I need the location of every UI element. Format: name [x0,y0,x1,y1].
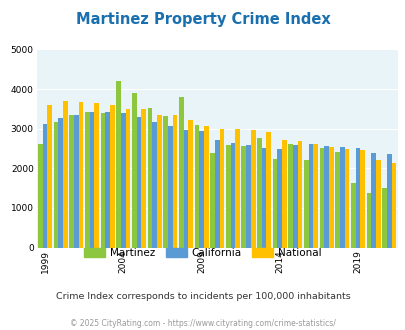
Bar [272,159,277,248]
Bar [38,144,43,248]
Bar [371,153,375,248]
Bar [277,148,281,248]
Bar [241,146,245,248]
Bar [163,116,168,248]
Bar [194,125,199,248]
Bar [172,115,177,248]
Bar [152,122,157,248]
Legend: Martinez, California, National: Martinez, California, National [80,244,325,262]
Bar [234,129,239,248]
Bar [324,146,328,248]
Bar [203,126,208,248]
Bar [391,163,395,248]
Bar [344,149,349,248]
Bar [375,160,380,248]
Bar [214,140,219,248]
Bar [79,102,83,248]
Text: Crime Index corresponds to incidents per 100,000 inhabitants: Crime Index corresponds to incidents per… [55,292,350,301]
Bar [210,153,214,248]
Bar [116,81,121,248]
Bar [230,143,234,248]
Bar [157,115,161,248]
Text: Martinez Property Crime Index: Martinez Property Crime Index [75,12,330,26]
Bar [85,112,90,248]
Bar [381,188,386,248]
Bar [308,144,313,248]
Bar [69,115,74,248]
Bar [47,105,52,248]
Bar [126,109,130,248]
Bar [339,147,344,248]
Bar [261,148,266,248]
Bar [297,141,302,248]
Bar [288,144,292,248]
Bar [199,131,203,248]
Bar [147,108,152,248]
Bar [121,113,126,248]
Bar [266,132,271,248]
Bar [141,109,146,248]
Bar [335,152,339,248]
Bar [219,129,224,248]
Bar [110,105,115,248]
Text: © 2025 CityRating.com - https://www.cityrating.com/crime-statistics/: © 2025 CityRating.com - https://www.city… [70,319,335,328]
Bar [43,124,47,248]
Bar [188,120,192,248]
Bar [183,130,188,248]
Bar [292,145,297,248]
Bar [281,140,286,248]
Bar [74,115,79,248]
Bar [313,144,318,248]
Bar [360,150,364,248]
Bar [303,160,308,248]
Bar [245,145,250,248]
Bar [350,183,355,248]
Bar [136,117,141,248]
Bar [225,145,230,248]
Bar [386,154,391,248]
Bar [319,148,324,248]
Bar [100,113,105,248]
Bar [179,97,183,248]
Bar [58,118,63,248]
Bar [105,112,110,248]
Bar [94,103,99,248]
Bar [250,130,255,248]
Bar [256,138,261,248]
Bar [168,126,172,248]
Bar [63,101,68,248]
Bar [90,112,94,248]
Bar [132,93,136,248]
Bar [328,147,333,248]
Bar [366,193,371,248]
Bar [53,122,58,248]
Bar [355,148,360,248]
